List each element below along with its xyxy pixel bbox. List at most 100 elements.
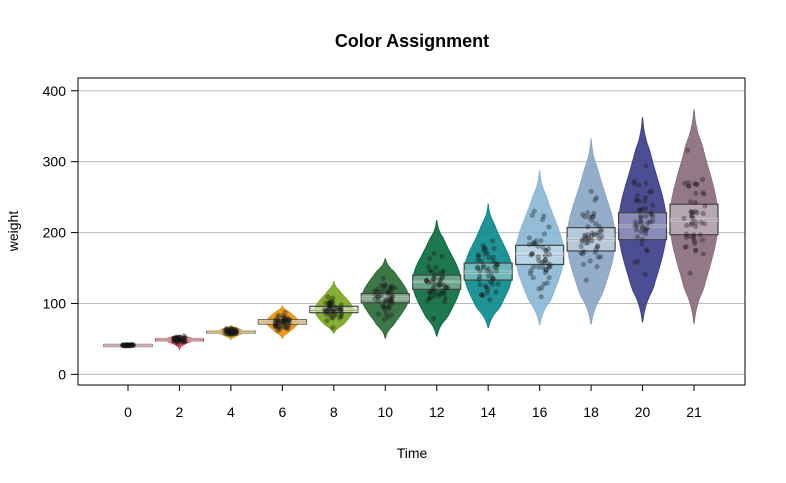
data-point: [581, 249, 587, 255]
data-point: [388, 298, 394, 304]
data-point: [330, 295, 336, 301]
data-point: [642, 198, 648, 205]
data-point: [128, 342, 134, 348]
data-point: [125, 342, 131, 348]
data-point: [490, 276, 497, 282]
data-point: [173, 335, 179, 341]
data-point: [585, 224, 591, 230]
data-point: [483, 284, 489, 290]
data-point: [530, 264, 537, 270]
data-point: [439, 269, 446, 276]
data-point: [226, 328, 232, 334]
data-point: [175, 336, 182, 343]
data-point: [637, 198, 643, 205]
data-point: [686, 183, 692, 189]
data-point: [692, 238, 698, 244]
data-point: [430, 284, 437, 290]
data-point: [594, 244, 601, 250]
data-point: [493, 289, 499, 295]
data-point: [539, 217, 546, 223]
data-point: [337, 315, 343, 321]
data-point: [127, 343, 133, 349]
data-point: [327, 302, 334, 308]
data-point: [484, 268, 490, 274]
data-point: [124, 342, 130, 348]
data-point: [229, 330, 235, 336]
data-point: [121, 343, 127, 349]
data-point: [223, 331, 229, 337]
x-tick-label: 21: [686, 404, 702, 420]
data-point: [580, 251, 586, 257]
data-point: [439, 273, 446, 279]
data-point: [546, 251, 553, 258]
data-point: [697, 232, 703, 238]
data-point: [437, 278, 444, 285]
data-point: [643, 163, 649, 169]
data-point: [689, 213, 695, 219]
data-point: [581, 232, 588, 238]
data-point: [180, 336, 186, 342]
data-point: [638, 229, 645, 235]
data-point: [444, 284, 450, 291]
data-point: [541, 281, 547, 287]
data-point: [546, 274, 552, 281]
data-point: [638, 215, 644, 221]
data-point: [228, 326, 234, 332]
data-point: [530, 240, 537, 246]
data-point: [389, 283, 395, 289]
data-point: [493, 260, 499, 267]
data-point: [442, 299, 448, 305]
data-point: [484, 250, 490, 256]
data-point: [586, 214, 593, 221]
data-point: [544, 280, 550, 286]
data-point: [650, 218, 656, 224]
data-point: [681, 215, 687, 221]
data-point: [181, 339, 188, 345]
data-point: [633, 198, 639, 204]
data-point: [272, 317, 278, 324]
data-point: [436, 282, 442, 289]
data-point: [323, 300, 329, 306]
plot-area: 0 100 200 300 400 0 2 4 6 8 10 12 14 16 18 20 21: [43, 77, 746, 420]
data-point: [338, 302, 344, 308]
data-point: [339, 310, 345, 316]
data-point: [224, 328, 231, 334]
data-point: [375, 311, 382, 317]
data-point: [228, 331, 235, 338]
data-point: [126, 342, 133, 348]
data-point: [175, 337, 182, 344]
data-point: [489, 281, 496, 287]
x-tick-label: 2: [176, 404, 184, 420]
data-point: [590, 213, 596, 220]
data-point: [122, 342, 128, 349]
data-point: [431, 272, 437, 279]
data-point: [700, 210, 706, 217]
data-point: [634, 196, 640, 203]
data-point: [232, 330, 238, 337]
data-point: [688, 199, 694, 205]
data-point: [632, 219, 639, 225]
data-point: [542, 269, 549, 276]
data-point: [593, 195, 600, 201]
data-point: [179, 339, 185, 345]
data-point: [125, 342, 132, 348]
data-point: [281, 321, 287, 327]
data-point: [275, 327, 281, 334]
data-point: [275, 312, 282, 319]
data-point: [120, 342, 127, 348]
data-point: [182, 338, 188, 344]
data-point: [589, 233, 595, 239]
data-point: [227, 327, 233, 334]
data-point: [480, 264, 487, 271]
data-point: [543, 247, 549, 253]
data-point: [338, 307, 344, 313]
data-point: [130, 342, 136, 348]
data-point: [330, 315, 336, 321]
data-point: [597, 254, 604, 260]
data-point: [582, 214, 588, 220]
data-point: [387, 297, 393, 303]
data-point: [477, 281, 483, 288]
data-point: [286, 317, 292, 323]
y-tick-label: 200: [43, 225, 67, 241]
data-point: [233, 330, 239, 337]
